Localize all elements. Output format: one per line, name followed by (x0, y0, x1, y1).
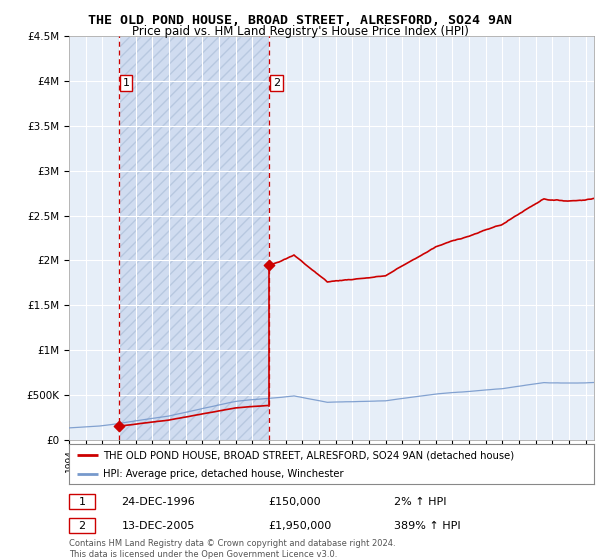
Text: THE OLD POND HOUSE, BROAD STREET, ALRESFORD, SO24 9AN (detached house): THE OLD POND HOUSE, BROAD STREET, ALRESF… (103, 450, 514, 460)
Text: 2: 2 (272, 78, 280, 88)
Text: 1: 1 (79, 497, 86, 507)
Point (114, 422, 124, 431)
Text: HPI: Average price, detached house, Winchester: HPI: Average price, detached house, Winc… (103, 469, 344, 479)
Text: 1: 1 (122, 78, 130, 88)
Text: Price paid vs. HM Land Registry's House Price Index (HPI): Price paid vs. HM Land Registry's House … (131, 25, 469, 38)
Text: THE OLD POND HOUSE, BROAD STREET, ALRESFORD, SO24 9AN: THE OLD POND HOUSE, BROAD STREET, ALRESF… (88, 14, 512, 27)
Text: Contains HM Land Registry data © Crown copyright and database right 2024.
This d: Contains HM Land Registry data © Crown c… (69, 539, 395, 559)
Text: 13-DEC-2005: 13-DEC-2005 (121, 521, 195, 531)
Text: £1,950,000: £1,950,000 (269, 521, 332, 531)
FancyBboxPatch shape (69, 494, 95, 510)
Text: 2: 2 (79, 521, 86, 531)
Text: 389% ↑ HPI: 389% ↑ HPI (395, 521, 461, 531)
FancyBboxPatch shape (69, 518, 95, 533)
Text: 2% ↑ HPI: 2% ↑ HPI (395, 497, 447, 507)
Text: 24-DEC-1996: 24-DEC-1996 (121, 497, 195, 507)
Bar (119, 36, 269, 440)
Text: £150,000: £150,000 (269, 497, 321, 507)
Point (264, 260, 274, 269)
